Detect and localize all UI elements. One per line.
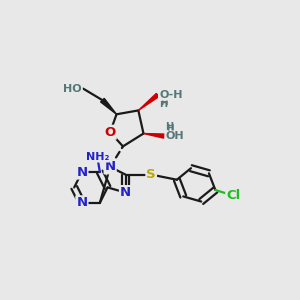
Text: N: N: [105, 160, 116, 173]
Text: S: S: [146, 168, 156, 181]
Text: OH: OH: [166, 131, 184, 141]
Text: H: H: [166, 124, 174, 133]
Text: O: O: [159, 90, 168, 100]
Polygon shape: [143, 134, 164, 138]
Polygon shape: [138, 93, 159, 110]
Text: Cl: Cl: [226, 189, 240, 202]
Text: H: H: [159, 99, 167, 109]
Text: O-H: O-H: [159, 90, 183, 100]
Text: O: O: [104, 126, 116, 139]
Text: N: N: [120, 186, 131, 199]
Text: N: N: [76, 196, 87, 209]
Text: H: H: [160, 98, 167, 107]
Text: O: O: [165, 131, 175, 141]
Polygon shape: [100, 98, 116, 114]
Text: NH₂: NH₂: [85, 152, 109, 162]
Text: H: H: [165, 122, 173, 132]
Text: HO: HO: [63, 84, 82, 94]
Text: N: N: [76, 166, 87, 178]
